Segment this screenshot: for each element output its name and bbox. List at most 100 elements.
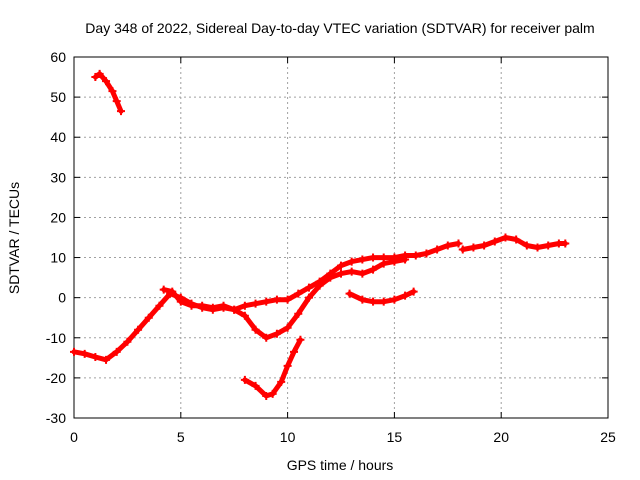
data-point — [390, 257, 399, 266]
chart-title: Day 348 of 2022, Sidereal Day-to-day VTE… — [85, 20, 594, 36]
data-point — [108, 87, 117, 96]
data-point — [116, 107, 125, 116]
data-point — [155, 301, 164, 310]
data-point — [198, 301, 207, 310]
series-track-small-arc — [345, 287, 418, 306]
data-point — [134, 325, 143, 334]
data-point — [443, 241, 452, 250]
data-point — [522, 241, 531, 250]
data-point — [294, 309, 303, 318]
data-point — [469, 243, 478, 252]
data-point — [176, 297, 185, 306]
data-point — [544, 241, 553, 250]
series-line — [92, 71, 124, 114]
axes — [73, 56, 609, 419]
data-point — [240, 375, 249, 384]
plot-frame — [73, 56, 609, 419]
data-point — [358, 295, 367, 304]
data-point — [411, 251, 420, 260]
data-point — [283, 295, 292, 304]
y-tick-label: -20 — [46, 370, 66, 386]
data-point — [409, 287, 418, 296]
y-tick-label: 20 — [50, 209, 66, 225]
x-tick-label: 10 — [280, 429, 296, 445]
grid-lines — [74, 57, 608, 418]
data-point — [345, 289, 354, 298]
data-point — [390, 295, 399, 304]
data-point — [240, 311, 249, 320]
data-point — [315, 281, 324, 290]
data-point — [337, 269, 345, 278]
tick-labels: -30 -20 -10 0 10 20 30 40 50 60 0 5 10 15 20 25 — [46, 49, 616, 445]
data-point — [102, 77, 111, 86]
data-point — [347, 257, 356, 266]
data-point — [369, 253, 378, 262]
data-point — [262, 333, 271, 342]
data-point — [401, 291, 410, 300]
data-point — [187, 301, 196, 310]
series-track-late — [458, 233, 570, 254]
data-point — [277, 377, 286, 386]
y-tick-label: 10 — [50, 250, 66, 266]
data-point — [272, 329, 281, 338]
data-point — [290, 347, 299, 356]
data-point — [262, 391, 271, 400]
data-point — [80, 349, 89, 358]
data-point — [268, 389, 277, 398]
x-tick-label: 20 — [493, 429, 509, 445]
data-point — [358, 255, 367, 264]
data-point — [480, 241, 489, 250]
data-point — [70, 347, 78, 356]
data-point — [304, 283, 313, 292]
series-track-midday-dip — [159, 255, 410, 342]
x-tick-label: 0 — [70, 429, 78, 445]
data-point — [561, 239, 570, 248]
series-track-deep-dip — [240, 335, 305, 400]
data-point — [433, 245, 442, 254]
data-point — [91, 73, 100, 82]
data-point — [230, 305, 239, 314]
y-tick-label: 0 — [58, 290, 66, 306]
x-tick-label: 25 — [600, 429, 616, 445]
x-axis-label: GPS time / hours — [287, 457, 394, 473]
data-point — [283, 323, 292, 332]
x-tick-label: 15 — [387, 429, 403, 445]
data-point — [102, 355, 111, 364]
data-point — [262, 297, 271, 306]
data-point — [369, 297, 378, 306]
data-point — [95, 69, 104, 78]
data-point — [283, 361, 292, 370]
data-point — [347, 267, 356, 276]
data-point — [512, 235, 521, 244]
data-point — [159, 285, 168, 294]
data-point — [112, 347, 121, 356]
data-point — [422, 249, 431, 258]
data-point — [296, 335, 305, 344]
data-point — [326, 273, 335, 282]
data-point — [123, 337, 132, 346]
y-tick-label: 30 — [50, 169, 66, 185]
data-point — [379, 297, 388, 306]
y-tick-label: 40 — [50, 129, 66, 145]
y-tick-label: -30 — [46, 410, 66, 426]
y-tick-label: 50 — [50, 89, 66, 105]
x-tick-label: 5 — [177, 429, 185, 445]
data-point — [358, 269, 367, 278]
series-track-early-high — [91, 69, 125, 116]
data-point — [208, 303, 217, 312]
data-point — [144, 313, 153, 322]
data-point — [251, 381, 260, 390]
y-axis-label: SDTVAR / TECUs — [6, 182, 22, 294]
data-point — [304, 293, 313, 302]
data-point — [458, 245, 467, 254]
series-line — [242, 337, 303, 399]
data-series — [70, 69, 570, 400]
data-point — [379, 259, 388, 268]
data-point — [251, 299, 260, 308]
data-point — [401, 255, 410, 264]
y-tick-label: 60 — [50, 49, 66, 65]
data-point — [490, 237, 499, 246]
data-point — [533, 243, 542, 252]
data-point — [168, 287, 177, 296]
